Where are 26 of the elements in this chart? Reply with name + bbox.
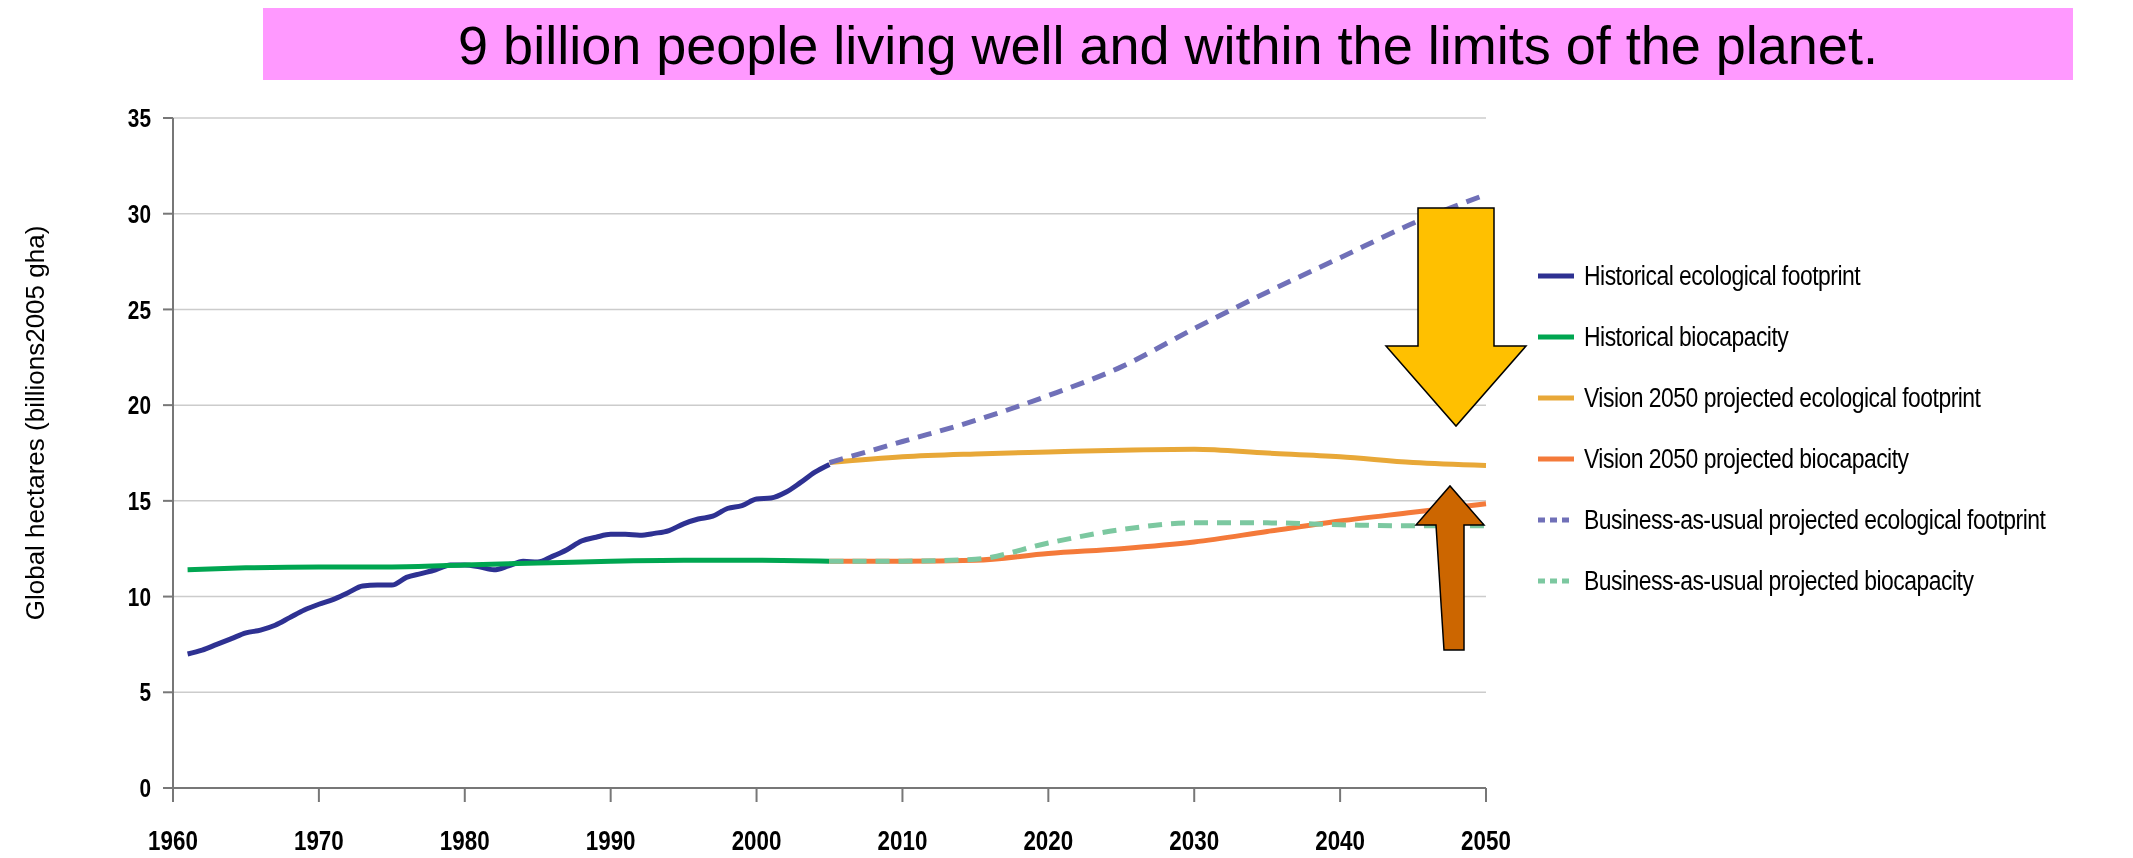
y-tick-label: 35 [127, 103, 151, 133]
y-axis-title: Global hectares (billions2005 gha) [20, 225, 50, 621]
legend-label: Business-as-usual projected ecological footprint [1584, 504, 2046, 535]
legend-label: Historical biocapacity [1584, 321, 1790, 352]
legend-label: Vision 2050 projected ecological footprint [1584, 382, 1982, 413]
legend-label: Historical ecological footprint [1584, 260, 1861, 291]
legend-label: Vision 2050 projected biocapacity [1584, 443, 1910, 474]
y-tick-label: 15 [127, 486, 151, 516]
chart-title: 9 billion people living well and within the limits of the planet. [458, 15, 1878, 75]
x-tick-label: 2050 [1461, 824, 1511, 856]
y-tick-label: 25 [127, 295, 151, 325]
y-tick-label: 30 [127, 199, 151, 229]
x-tick-label: 2030 [1169, 824, 1220, 856]
x-tick-label: 1980 [439, 824, 490, 856]
y-tick-label: 20 [127, 391, 151, 420]
y-tick-label: 5 [139, 678, 151, 707]
x-tick-label: 2000 [731, 824, 782, 856]
x-tick-label: 1990 [585, 824, 636, 856]
legend-label: Business-as-usual projected biocapacity [1584, 565, 1975, 596]
x-tick-label: 1960 [148, 824, 198, 856]
y-tick-label: 0 [139, 773, 151, 803]
x-tick-label: 2040 [1315, 824, 1366, 856]
x-tick-label: 2020 [1023, 824, 1074, 856]
y-tick-label: 10 [127, 582, 151, 612]
x-tick-label: 1970 [293, 824, 344, 856]
x-tick-label: 2010 [877, 824, 928, 856]
